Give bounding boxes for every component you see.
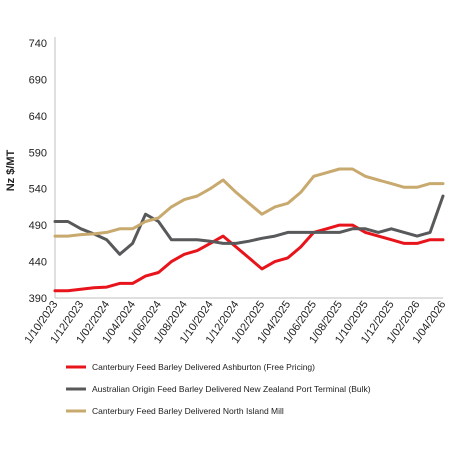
series-line-3 xyxy=(53,167,445,238)
legend-label: Canterbury Feed Barley Delivered Ashburt… xyxy=(92,362,315,372)
legend-label: Canterbury Feed Barley Delivered North I… xyxy=(92,406,284,416)
series-line-2 xyxy=(53,194,445,256)
y-tick-label: 590 xyxy=(29,147,47,159)
y-tick-label: 690 xyxy=(29,74,47,86)
y-axis-title: Nz $/MT xyxy=(5,149,17,191)
y-tick-label: 390 xyxy=(29,293,47,305)
y-tick-label: 640 xyxy=(29,111,47,123)
y-tick-label: 440 xyxy=(29,257,47,269)
legend-label: Australian Origin Feed Barley Delivered … xyxy=(92,384,371,394)
y-tick-label: 490 xyxy=(29,220,47,232)
y-tick-label: 540 xyxy=(29,184,47,196)
series-line-1 xyxy=(53,223,445,293)
y-tick-label: 740 xyxy=(29,38,47,50)
